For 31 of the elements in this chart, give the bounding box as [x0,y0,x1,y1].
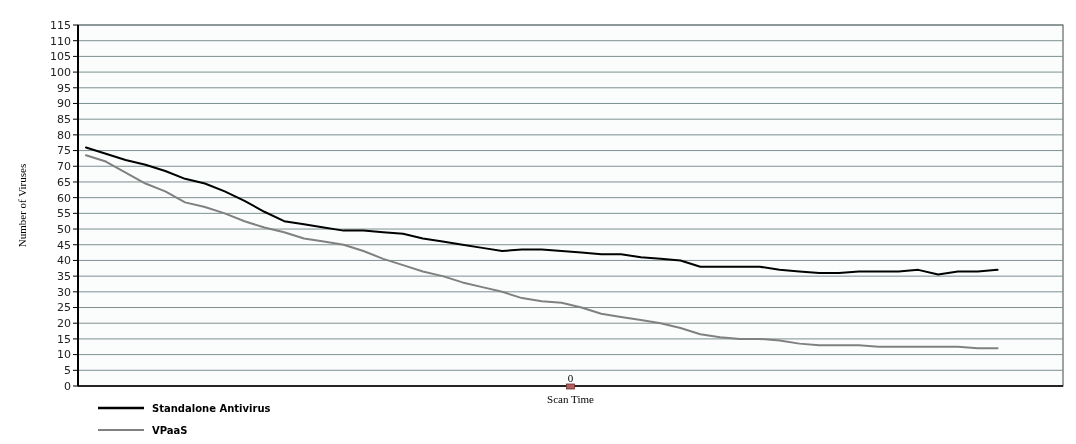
y-tick-label: 60 [57,191,71,205]
y-tick-label: 0 [64,379,71,393]
legend-label: VPaaS [152,424,188,436]
y-tick-label: 20 [57,317,71,331]
y-tick-label: 55 [57,207,71,221]
y-tick-label: 100 [50,65,71,79]
y-tick-label: 25 [57,301,71,315]
annotation: 0 [567,372,574,384]
y-tick-label: 15 [57,332,71,346]
y-tick-label: 85 [57,113,71,127]
y-tick-label: 75 [57,144,71,158]
line-series [85,154,999,350]
y-tick-label: 95 [57,81,71,95]
y-tick-label: 30 [57,285,71,299]
y-tick-label: 105 [50,50,71,64]
y-tick-label: 115 [50,18,71,32]
y-tick-label: 10 [57,348,71,362]
y-tick-label: 80 [57,128,71,142]
y-tick-label: 50 [57,222,71,236]
y-tick-label: 45 [57,238,71,252]
y-tick-label: 70 [57,160,71,174]
line-series [85,146,999,276]
y-tick-label: 35 [57,269,71,283]
y-tick-label: 65 [57,175,71,189]
y-axis-title: Number of Viruses [16,163,28,248]
y-tick-label: 110 [50,34,71,48]
y-tick-label: 5 [64,364,71,378]
legend-label: Standalone Antivirus [152,402,271,414]
y-tick-label: 90 [57,97,71,111]
x-axis-title: Scan Time [547,393,594,405]
y-tick-label: 40 [57,254,71,268]
